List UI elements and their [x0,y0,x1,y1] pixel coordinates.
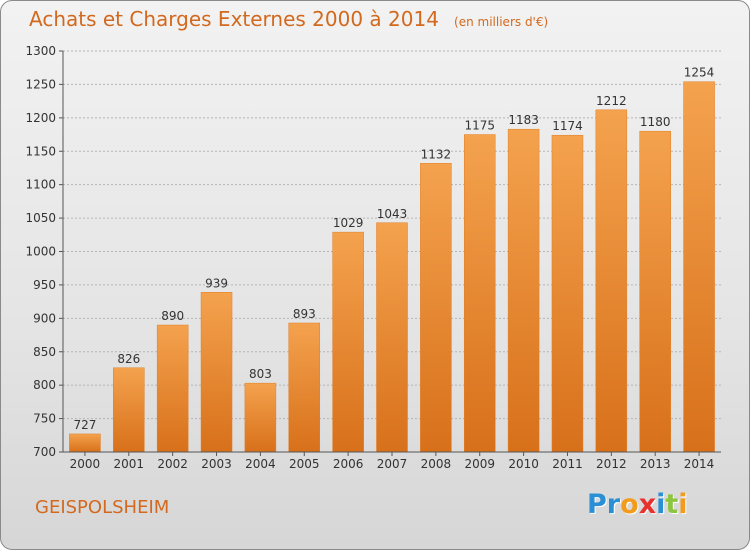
x-tick-label: 2014 [684,457,715,471]
value-label: 1254 [684,66,715,80]
bar-2014 [683,81,715,453]
value-label: 1212 [596,94,627,108]
x-tick-label: 2002 [157,457,188,471]
value-label: 890 [161,309,184,323]
location-name: GEISPOLSHEIM [35,497,170,518]
y-tick-label: 700 [33,445,56,459]
x-tick-label: 2003 [201,457,232,471]
value-label: 803 [249,367,272,381]
x-tick-label: 2007 [377,457,408,471]
bar-2005 [288,322,321,453]
bar-2010 [507,128,540,453]
x-tick-label: 2004 [245,457,276,471]
value-label: 893 [293,307,316,321]
y-tick-label: 1000 [25,245,56,259]
x-tick-label: 2013 [640,457,671,471]
y-tick-label: 950 [33,278,56,292]
x-tick-label: 2001 [114,457,145,471]
y-tick-label: 900 [33,311,56,325]
chart-subtitle: (en milliers d'€) [454,15,549,29]
y-tick-label: 800 [33,378,56,392]
x-tick-label: 2010 [508,457,539,471]
value-label: 1043 [377,207,408,221]
bar-2007 [376,222,408,453]
brand-letter: t [665,489,679,520]
x-tick-label: 2008 [421,457,452,471]
brand-letter: r [606,489,621,520]
value-label: 1132 [421,147,452,161]
bar-2002 [156,324,189,453]
y-tick-label: 1200 [25,111,56,125]
y-tick-label: 1050 [25,211,56,225]
x-tick-label: 2006 [333,457,364,471]
y-tick-label: 1100 [25,178,56,192]
x-tick-label: 2000 [70,457,101,471]
bar-2003 [200,292,233,453]
y-tick-label: 1300 [25,44,56,58]
x-tick-label: 2009 [464,457,495,471]
y-tick-label: 850 [33,345,56,359]
value-label: 1183 [508,113,539,127]
bar-2008 [420,163,452,453]
value-label: 1029 [333,216,364,230]
x-tick-label: 2005 [289,457,320,471]
brand-letter: i [656,489,666,520]
brand-letter: x [638,489,657,520]
bar-2011 [551,134,584,453]
bar-2004 [244,382,277,453]
brand-letter: i [678,489,688,520]
chart-title: Achats et Charges Externes 2000 à 2014 [29,7,439,31]
value-label: 1174 [552,119,583,133]
value-label: 1175 [464,119,495,133]
y-tick-label: 1250 [25,77,56,91]
y-tick-label: 1150 [25,144,56,158]
value-label: 727 [73,418,96,432]
bar-2000 [69,433,101,453]
value-label: 1180 [640,115,671,129]
brand-letter: o [620,489,639,520]
value-label: 939 [205,276,228,290]
bar-2006 [332,231,364,453]
bar-2009 [463,134,496,453]
x-tick-label: 2011 [552,457,583,471]
brand-logo: Proxiti [587,489,688,520]
value-label: 826 [117,352,140,366]
brand-letter: P [587,489,607,520]
y-tick-label: 750 [33,412,56,426]
bar-2012 [595,109,628,453]
bar-2013 [639,130,671,453]
bar-2001 [113,367,145,453]
x-tick-label: 2012 [596,457,627,471]
title-row: Achats et Charges Externes 2000 à 2014 (… [29,7,548,31]
